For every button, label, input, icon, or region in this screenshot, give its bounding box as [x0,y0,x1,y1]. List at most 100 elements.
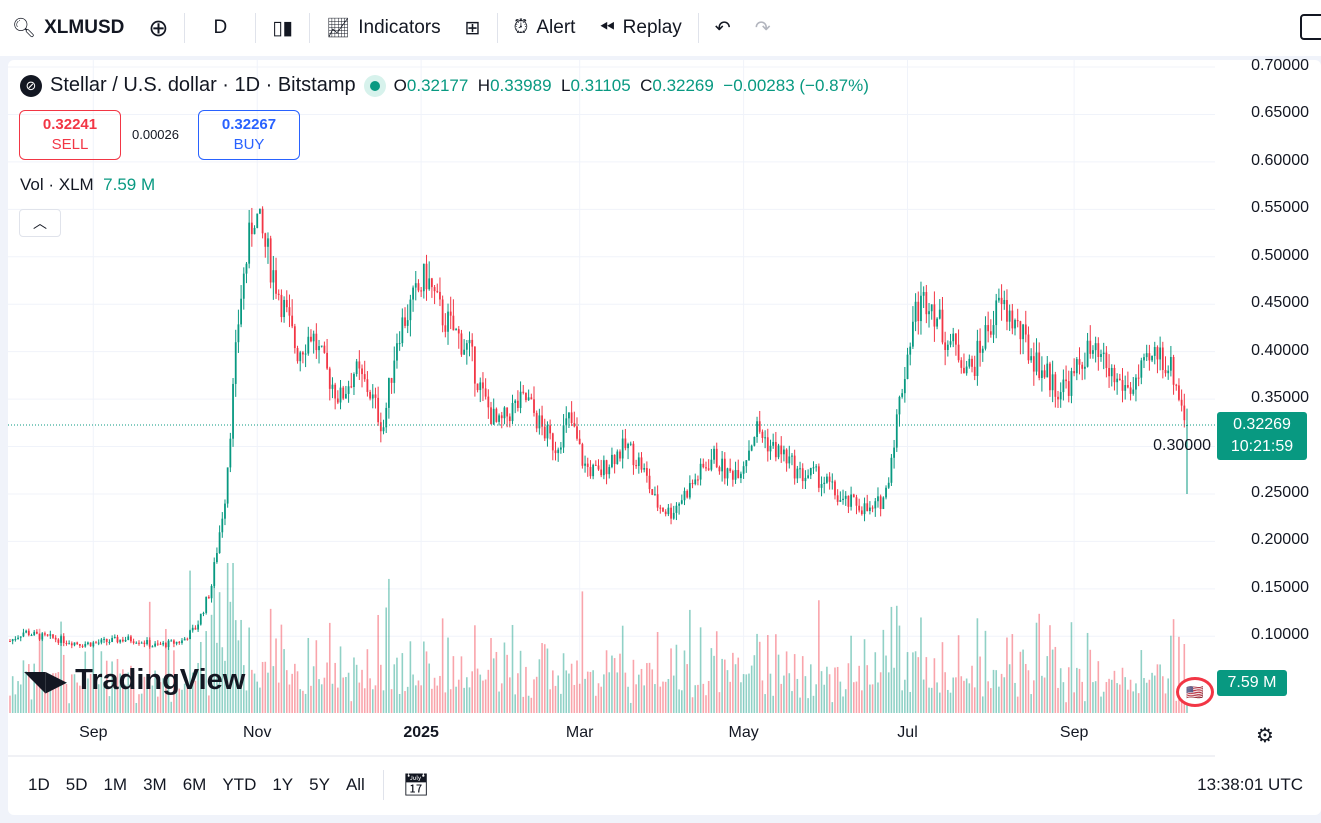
candle-body [842,498,844,501]
volume-bar [952,677,955,713]
alert-button[interactable]: ⏰︎ Alert [513,17,576,38]
candle-body [1089,340,1092,354]
candle-body [245,263,248,274]
candle-body [460,333,463,355]
volume-bar [62,654,65,713]
candle-body [1100,354,1102,357]
range-ytd[interactable]: YTD [222,775,257,794]
volume-bar [879,672,882,713]
last-price-tag: 0.32269 10:21:59 [1217,412,1307,460]
volume-bar [1035,622,1038,713]
range-6m[interactable]: 6M [182,775,207,794]
candle-body [1086,340,1089,367]
volume-legend: Vol · XLM 7.59 M [20,175,156,194]
volume-bar [151,685,154,713]
volume-bar [296,671,299,713]
volume-bar [44,691,46,713]
candle-body [729,468,732,472]
volume-bar [533,679,535,713]
candle-body [151,646,154,648]
sell-button[interactable]: 0.32241 SELL [19,110,121,160]
price-tick: 0.10000 [1251,626,1309,644]
candle-body [331,384,334,389]
chart-type-button[interactable]: ▯▮ [260,8,305,48]
symbol-search-button[interactable]: 🔍︎ XLMUSD [12,17,125,39]
volume-bar [60,621,62,713]
news-flag-icon[interactable]: 🇺🇸 [1176,677,1214,707]
candle-body [218,532,221,554]
chart-panel[interactable] [8,60,1321,815]
range-5y[interactable]: 5Y [309,775,330,794]
candle-body [826,476,828,483]
volume-bar [1051,649,1054,713]
range-5d[interactable]: 5D [65,775,88,794]
volume-bar [71,674,73,713]
candle-body [812,467,815,469]
range-1m[interactable]: 1M [103,775,128,794]
price-tick: 0.25000 [1251,483,1309,501]
range-1y[interactable]: 1Y [272,775,294,794]
range-3m[interactable]: 3M [143,775,167,794]
candle-body [73,642,76,646]
candle-body [516,400,519,408]
candle-body [533,399,535,413]
candle-body [723,458,726,479]
replay-button[interactable]: ⏪︎ Replay [599,17,682,38]
goto-date-icon[interactable]: 📅︎ [401,772,430,797]
volume-bar [449,689,452,713]
volume-bar [852,682,855,713]
candle-body [589,466,592,477]
candle-body [670,507,672,519]
candle-body [965,366,968,374]
layouts-button[interactable]: ⊞ [453,8,493,48]
redo-button[interactable]: ↷ [743,8,783,48]
collapse-legend-button[interactable]: ︿ [19,209,61,237]
volume-bar [326,662,328,713]
volume-bar [766,635,769,713]
volume-bar [847,663,850,713]
volume-bar [95,687,97,713]
candle-body [439,291,441,300]
volume-bar [925,657,928,713]
candle-body [637,457,640,466]
volume-bar [361,669,363,713]
candle-body [183,638,186,641]
volume-bar [777,654,780,713]
volume-bar [452,656,455,713]
range-1d[interactable]: 1D [28,775,50,794]
candle-body [1161,347,1164,370]
volume-bar [648,662,651,713]
candle-body [226,467,229,504]
volume-bar [433,677,436,713]
range-all[interactable]: All [345,775,365,794]
volume-bar [675,644,678,713]
candle-body [156,643,159,645]
candle-body [995,300,998,326]
compare-button[interactable]: ⊕ [136,8,180,48]
undo-button[interactable]: ↶ [703,8,743,48]
settings-icon[interactable]: ⚙ [1256,725,1274,747]
candle-body [302,352,304,355]
interval-button[interactable]: D [213,17,228,38]
volume-bar [525,666,527,713]
candle-body [49,634,52,636]
candle-body [801,468,804,482]
candle-body [1083,366,1086,369]
symbol-title[interactable]: Stellar / U.S. dollar · 1D · Bitstamp [50,74,356,96]
volume-bar [1027,670,1030,713]
candle-body [366,379,369,392]
volume-bar [380,664,382,713]
candle-body [108,641,111,643]
volume-bar [949,692,952,713]
volume-bar [46,675,49,713]
candle-body [95,642,97,644]
candle-body [796,468,799,479]
clock[interactable]: 13:38:01 UTC [1197,775,1303,794]
indicators-button[interactable]: 📈︎ Indicators [326,17,441,39]
candle-body [874,501,877,509]
price-tick: 0.55000 [1251,199,1309,217]
fullscreen-button[interactable] [1300,14,1321,40]
candle-body [291,315,294,327]
buy-button[interactable]: 0.32267 BUY [198,110,300,160]
